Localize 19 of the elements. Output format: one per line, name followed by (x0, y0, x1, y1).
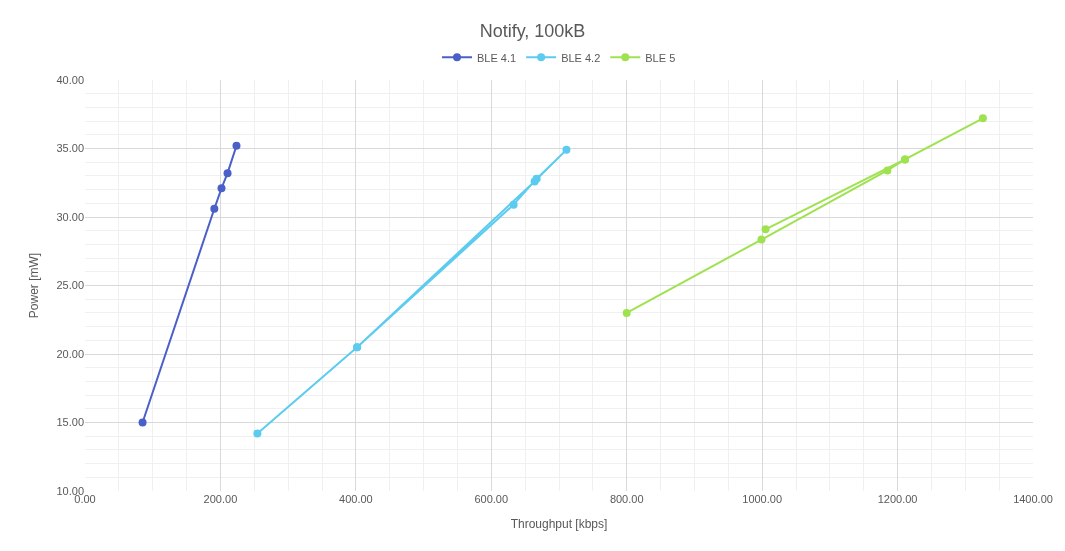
y-tick-label: 35.00 (56, 142, 84, 155)
x-tick-label: 800.00 (609, 493, 644, 505)
y-tick-label: 25.00 (56, 279, 84, 292)
chart-title: Notify, 100kB (479, 21, 586, 42)
y-axis-title: Power [mW] (26, 252, 41, 319)
x-tick-label: 600.00 (474, 493, 509, 505)
y-tick-label: 30.00 (56, 210, 84, 223)
legend-label: BLE 4.2 (561, 51, 601, 64)
x-tick-label: 400.00 (339, 493, 373, 505)
y-tick-label: 20.00 (56, 347, 84, 360)
x-tick-label: 1200.00 (877, 493, 918, 505)
x-tick-label: 1400.00 (1013, 493, 1053, 505)
x-axis-title: Throughput [kbps] (510, 516, 608, 531)
x-tick-label: 200.00 (203, 493, 238, 505)
y-tick-label: 40.00 (56, 73, 84, 86)
y-tick-label: 15.00 (56, 416, 84, 429)
legend-label: BLE 5 (645, 51, 676, 64)
x-tick-label: 1000.00 (742, 493, 783, 505)
legend-label: BLE 4.1 (477, 51, 517, 64)
